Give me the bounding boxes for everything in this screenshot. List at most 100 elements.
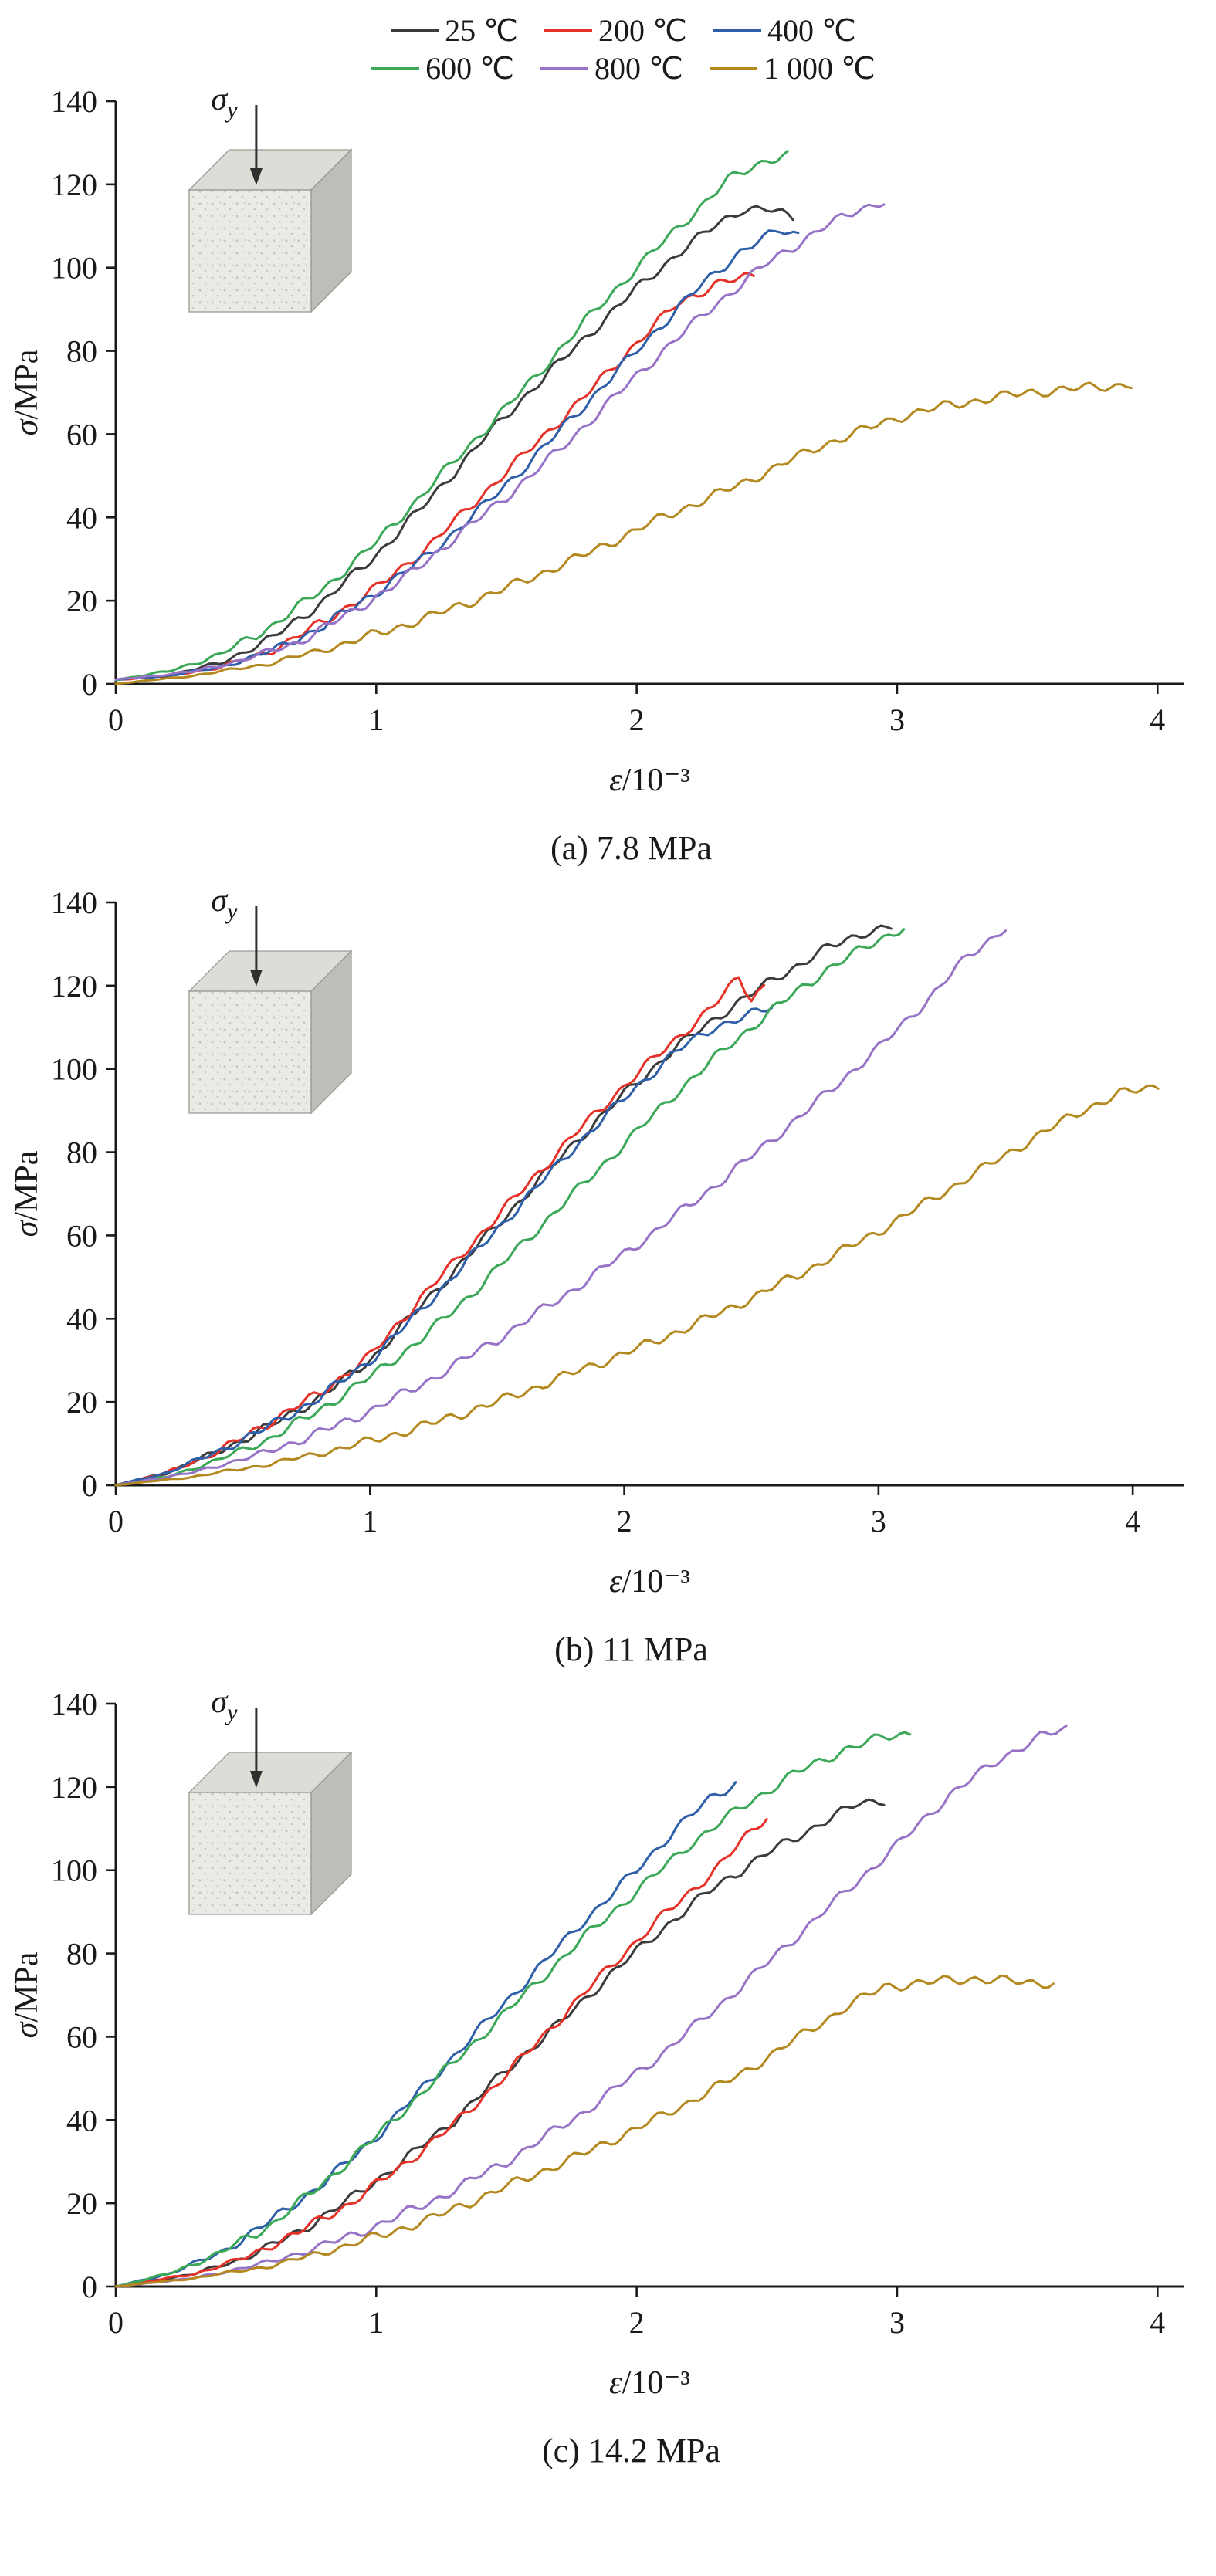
cube-front-face <box>188 990 312 1114</box>
legend-row: 25 ℃ 200 ℃ 400 ℃ <box>391 12 856 49</box>
sigma-y-label: σy <box>211 1692 238 1725</box>
y-axis-label: σ/MPa <box>9 1951 45 2038</box>
y-tick-label: 0 <box>82 1468 97 1503</box>
series-line <box>114 272 755 681</box>
chart-a: σy 0 1 2 3 4 0 20 40 60 80 100 120 140 σ/MPa ε/10⁻³ (a)… <box>0 90 1216 868</box>
y-tick-label: 80 <box>66 1136 97 1170</box>
sigma-y-label: σy <box>211 90 238 123</box>
y-tick-label: 140 <box>51 891 97 920</box>
x-tick-label: 2 <box>629 702 645 737</box>
y-tick-label: 0 <box>82 2270 97 2304</box>
sigma-y-arrowhead <box>249 970 263 987</box>
y-tick-label: 20 <box>66 584 97 618</box>
legend-line-swatch <box>371 66 420 70</box>
legend-line-swatch <box>713 29 761 32</box>
y-tick-label: 100 <box>51 251 97 286</box>
y-tick-label: 0 <box>82 667 97 702</box>
series-line <box>114 150 789 682</box>
series-line <box>114 1084 1160 1487</box>
y-axis-label: σ/MPa <box>9 1150 45 1237</box>
legend-item: 800 ℃ <box>540 50 683 86</box>
series-line <box>114 203 886 681</box>
legend-line-swatch <box>540 66 589 70</box>
legend-line-swatch <box>709 66 757 70</box>
x-tick-label: 1 <box>368 702 384 737</box>
specimen-cube-inset: σy <box>188 891 353 1115</box>
y-tick-label: 60 <box>66 417 97 452</box>
legend-label: 800 ℃ <box>594 51 683 86</box>
chart-b-plot: σy 0 1 2 3 4 0 20 40 60 80 100 120 140 σ/MPa ε/10⁻³ <box>0 891 1216 1628</box>
series-line <box>114 1731 912 2288</box>
y-tick-label: 120 <box>51 168 97 202</box>
x-tick-label: 3 <box>889 702 905 737</box>
legend-label: 25 ℃ <box>445 13 519 48</box>
y-tick-label: 120 <box>51 969 97 1004</box>
y-tick-label: 20 <box>66 2186 97 2221</box>
y-tick-label: 80 <box>66 1937 97 1972</box>
x-tick-label: 0 <box>108 1504 124 1538</box>
series-line <box>114 205 794 682</box>
y-tick-label: 40 <box>66 500 97 535</box>
cube-front-face <box>188 1792 312 1915</box>
y-tick-label: 100 <box>51 1853 97 1888</box>
x-tick-label: 1 <box>368 2305 384 2340</box>
y-tick-label: 60 <box>66 1218 97 1253</box>
legend-item: 1 000 ℃ <box>709 50 876 86</box>
x-tick-label: 2 <box>629 2305 645 2340</box>
series-line <box>114 381 1133 685</box>
x-tick-label: 2 <box>617 1504 632 1538</box>
legend-item: 200 ℃ <box>544 12 687 49</box>
figure-legend: 25 ℃ 200 ℃ 400 ℃ 600 ℃ 800 ℃ 1 000 ℃ <box>31 12 1216 86</box>
legend-item: 25 ℃ <box>391 12 518 49</box>
cube-front-face <box>188 189 312 313</box>
x-tick-label: 4 <box>1150 702 1165 737</box>
chart-c-plot: σy 0 1 2 3 4 0 20 40 60 80 100 120 140 σ/MPa ε/10⁻³ <box>0 1692 1216 2429</box>
x-tick-label: 3 <box>889 2305 905 2340</box>
series-line <box>114 1818 768 2288</box>
y-tick-label: 40 <box>66 2103 97 2138</box>
x-tick-label: 3 <box>871 1504 886 1538</box>
legend-label: 600 ℃ <box>425 51 515 86</box>
y-tick-label: 140 <box>51 90 97 119</box>
sigma-y-arrowhead <box>249 1771 263 1788</box>
y-tick-label: 60 <box>66 2019 97 2054</box>
chart-c: σy 0 1 2 3 4 0 20 40 60 80 100 120 140 σ/MPa ε/10⁻³ (c)… <box>0 1692 1216 2470</box>
series-line <box>114 1974 1055 2288</box>
x-tick-label: 0 <box>108 2305 124 2340</box>
series-line <box>114 976 766 1487</box>
legend-item: 600 ℃ <box>371 50 514 86</box>
legend-label: 1 000 ℃ <box>763 51 876 86</box>
y-tick-label: 140 <box>51 1692 97 1721</box>
y-tick-label: 120 <box>51 1770 97 1805</box>
sigma-y-label: σy <box>211 891 238 924</box>
specimen-cube-inset: σy <box>188 90 353 313</box>
series-line <box>114 1007 774 1487</box>
chart-a-caption: (a) 7.8 MPa <box>550 829 712 867</box>
x-tick-label: 0 <box>108 702 124 737</box>
x-axis-label: ε/10⁻³ <box>609 2365 690 2401</box>
x-tick-label: 4 <box>1125 1504 1140 1538</box>
x-tick-label: 1 <box>362 1504 378 1538</box>
figure: 25 ℃ 200 ℃ 400 ℃ 600 ℃ 800 ℃ 1 000 ℃ σy 0 1 2 3 4 0… <box>0 12 1216 2470</box>
x-axis-label: ε/10⁻³ <box>609 1564 690 1599</box>
legend-line-swatch <box>544 29 593 32</box>
sigma-y-arrowhead <box>249 168 263 185</box>
y-axis-label: σ/MPa <box>9 349 45 435</box>
legend-label: 200 ℃ <box>598 13 687 48</box>
y-tick-label: 40 <box>66 1302 97 1336</box>
chart-a-plot: σy 0 1 2 3 4 0 20 40 60 80 100 120 140 σ/MPa ε/10⁻³ <box>0 90 1216 827</box>
y-tick-label: 80 <box>66 334 97 369</box>
x-tick-label: 4 <box>1150 2305 1165 2340</box>
legend-row: 600 ℃ 800 ℃ 1 000 ℃ <box>371 50 876 86</box>
legend-item: 400 ℃ <box>713 12 856 49</box>
series-line <box>114 928 906 1487</box>
series-line <box>114 229 800 682</box>
chart-b-caption: (b) 11 MPa <box>554 1630 708 1668</box>
legend-line-swatch <box>391 29 439 32</box>
y-tick-label: 100 <box>51 1052 97 1087</box>
series-line <box>114 1725 1068 2288</box>
y-tick-label: 20 <box>66 1385 97 1420</box>
chart-c-caption: (c) 14.2 MPa <box>542 2432 720 2469</box>
